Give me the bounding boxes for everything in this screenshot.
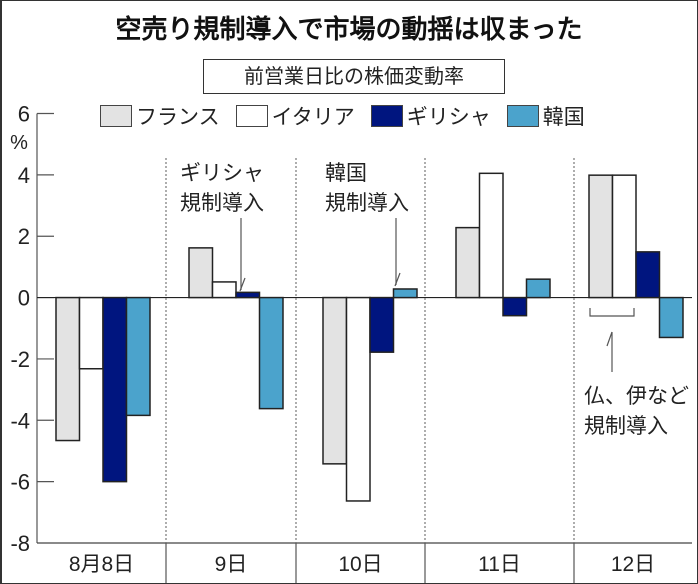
- y-tick-label: -6: [10, 470, 30, 495]
- y-tick-label: -4: [10, 408, 30, 433]
- legend: フランス イタリア ギリシャ 韓国: [100, 101, 601, 131]
- annotation-text: 規制導入: [584, 415, 668, 438]
- bar: [188, 247, 214, 299]
- legend-item-france: フランス: [100, 101, 220, 131]
- bar: [125, 296, 151, 417]
- annotation-bracket: [589, 308, 635, 317]
- bar: [455, 226, 481, 299]
- bar: [502, 296, 528, 317]
- bar: [211, 281, 237, 299]
- y-tick-label: -8: [10, 531, 30, 556]
- chart-subtitle: 前営業日比の株価変動率: [203, 59, 505, 94]
- bars: [55, 172, 684, 502]
- y-tick-label: 4: [18, 163, 30, 188]
- annotation-leader-tick: [239, 277, 246, 292]
- bar: [369, 296, 395, 353]
- bar: [611, 174, 637, 299]
- bar: [322, 296, 348, 465]
- x-tick-label: 8月8日: [69, 553, 134, 576]
- legend-swatch-greece: [370, 105, 403, 127]
- x-tick-label: 12日: [611, 553, 655, 576]
- y-tick-label: 6: [18, 102, 30, 127]
- annotation-text: 規制導入: [325, 192, 409, 215]
- legend-swatch-france: [100, 105, 132, 127]
- bar: [392, 288, 418, 299]
- bar: [258, 296, 284, 410]
- y-tick-label: -2: [10, 347, 30, 372]
- legend-swatch-italy: [235, 105, 268, 127]
- bar: [345, 296, 371, 502]
- legend-label-korea: 韓国: [542, 105, 585, 129]
- bar: [478, 172, 504, 299]
- y-tick-label: 0: [18, 286, 30, 311]
- annotation-text: 韓国: [325, 162, 367, 185]
- y-tick-label: 2: [18, 224, 30, 249]
- bar: [55, 296, 81, 442]
- legend-label-italy: イタリア: [271, 105, 355, 129]
- annotation-leader-tick: [606, 331, 613, 347]
- legend-item-italy: イタリア: [235, 101, 355, 131]
- legend-item-greece: ギリシャ: [370, 101, 491, 131]
- x-tick-label: 11日: [478, 553, 521, 576]
- annotation-leader-tick: [394, 272, 401, 287]
- legend-swatch-korea: [506, 105, 539, 127]
- legend-label-france: フランス: [136, 105, 220, 129]
- y-axis-unit-label: %: [10, 132, 28, 154]
- legend-label-greece: ギリシャ: [406, 105, 491, 129]
- annotation-text: ギリシャ: [180, 162, 264, 185]
- bar: [525, 278, 551, 299]
- legend-item-korea: 韓国: [506, 101, 585, 131]
- annotation-text: 規制導入: [180, 192, 264, 215]
- x-tick-label: 10日: [338, 553, 382, 576]
- bar: [78, 296, 104, 370]
- chart-title: 空売り規制導入で市場の動揺は収まった: [115, 15, 583, 45]
- bar: [235, 291, 261, 299]
- x-tick-label: 9日: [215, 553, 248, 576]
- annotation-text: 仏、伊など: [584, 385, 689, 408]
- bar: [658, 296, 684, 339]
- bar: [588, 174, 614, 299]
- bar: [102, 296, 128, 483]
- bar: [635, 251, 661, 299]
